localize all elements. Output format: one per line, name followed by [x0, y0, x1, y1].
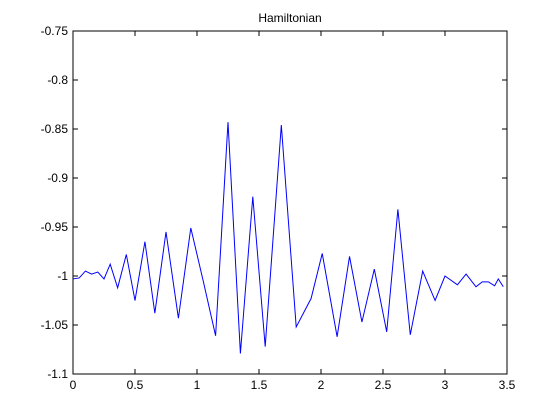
- x-tick-label: 1: [194, 378, 201, 392]
- x-tick-label: 3.5: [499, 378, 516, 392]
- series-line: [72, 122, 504, 354]
- x-tick-label: 1.5: [251, 378, 268, 392]
- x-tick-label: 0.5: [127, 378, 144, 392]
- y-tick-label: -0.85: [41, 122, 69, 136]
- series-layer: [72, 122, 504, 354]
- chart-title: Hamiltonian: [258, 11, 321, 25]
- axes-box: [72, 30, 508, 375]
- x-tick-label: 2: [318, 378, 325, 392]
- x-tick-label: 0: [70, 378, 77, 392]
- y-tick-label: -1.1: [47, 367, 68, 381]
- y-tick-label: -1: [57, 269, 68, 283]
- x-tick-label: 2.5: [375, 378, 392, 392]
- axes-layer: 0 0.5 1 1.5 2 2.5 3 3.5 -0.75 -0.8 -0.85 -0.9 -0.95 -…: [41, 24, 516, 392]
- y-tick-label: -0.9: [47, 171, 68, 185]
- y-tick-label: -1.05: [41, 318, 69, 332]
- y-tick-label: -0.8: [47, 73, 68, 87]
- y-tick-label: -0.75: [41, 24, 69, 38]
- plot-area: [73, 31, 507, 374]
- x-tick-label: 3: [442, 378, 449, 392]
- y-tick-label: -0.95: [41, 220, 69, 234]
